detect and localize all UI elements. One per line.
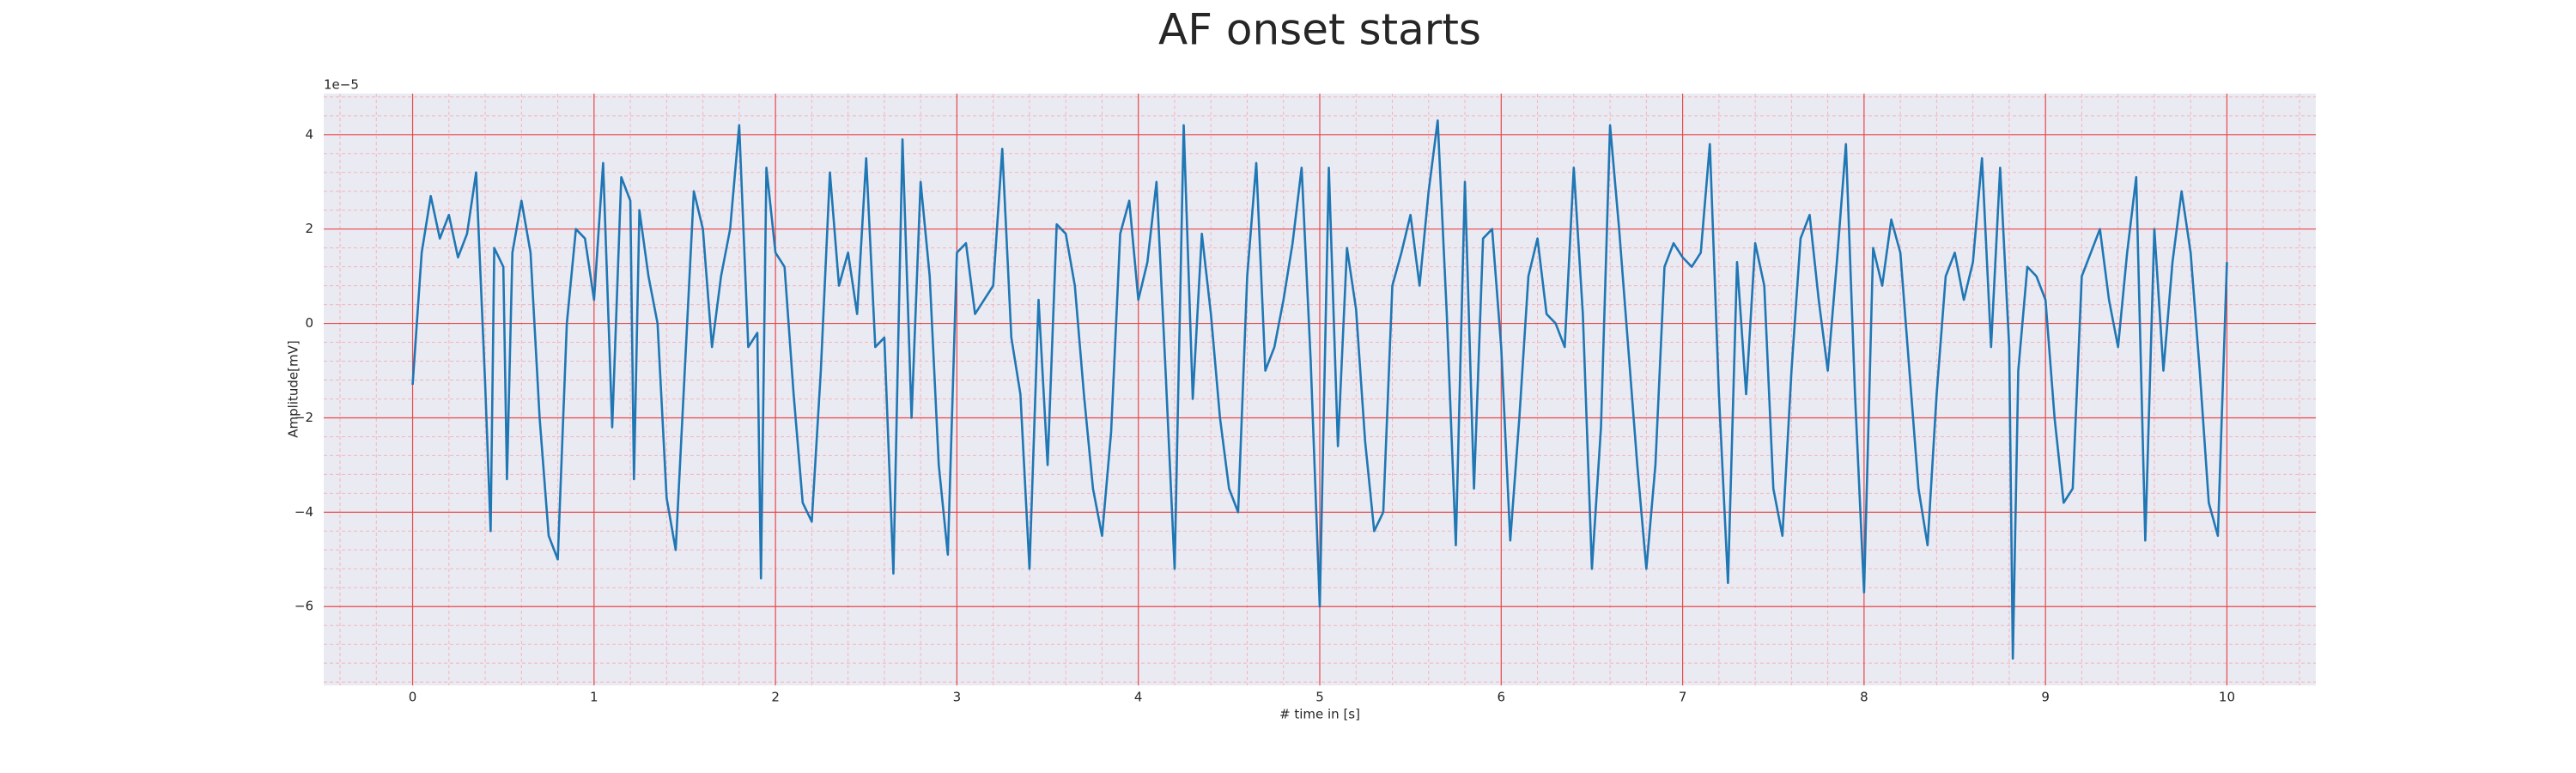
x-tick-label: 3 — [953, 690, 962, 705]
chart-title: AF onset starts — [1158, 5, 1481, 55]
y-tick-label: 4 — [305, 126, 313, 142]
x-axis-label: # time in [s] — [1279, 707, 1360, 722]
y-tick-label: 0 — [305, 315, 313, 331]
x-tick-label: 1 — [590, 690, 598, 705]
x-tick-label: 9 — [2041, 690, 2050, 705]
x-tick-label: 2 — [771, 690, 780, 705]
y-tick-label: −6 — [295, 599, 313, 614]
x-tick-label: 0 — [409, 690, 417, 705]
x-tick-label: 7 — [1679, 690, 1687, 705]
y-axis-label: Amplitude[mV] — [286, 340, 301, 437]
signal-line — [411, 119, 2228, 660]
x-tick-label: 8 — [1860, 690, 1868, 705]
x-tick-label: 5 — [1315, 690, 1324, 705]
x-tick-label: 10 — [2219, 690, 2235, 705]
x-tick-label: 4 — [1134, 690, 1143, 705]
y-tick-label: −2 — [295, 410, 313, 425]
y-tick-label: 2 — [305, 221, 313, 236]
y-tick-label: −4 — [295, 504, 313, 520]
y-offset-text: 1e−5 — [324, 77, 359, 93]
x-tick-label: 6 — [1498, 690, 1506, 705]
